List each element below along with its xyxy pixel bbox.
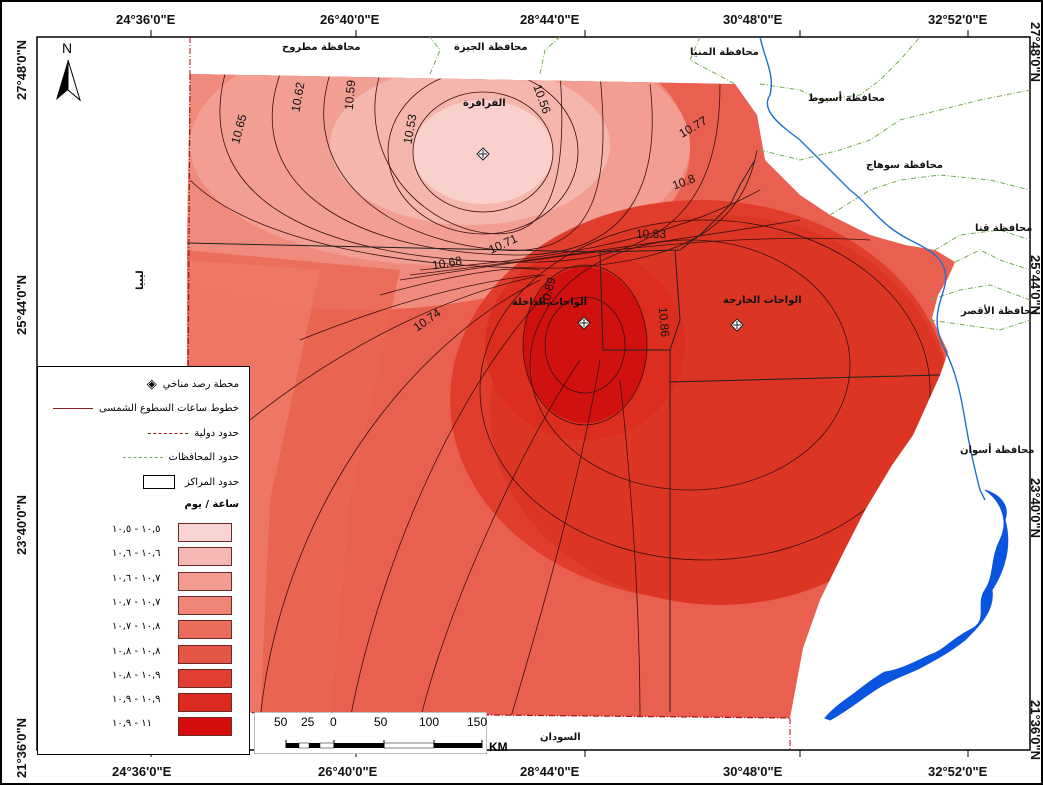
label-matrouh: محافظة مطروح bbox=[282, 42, 361, 53]
label-kharga: الواحات الخارجة bbox=[723, 295, 802, 306]
legend-class-label: ١٠,٧ - ١٠,٦ bbox=[112, 572, 161, 584]
legend-class-swatch bbox=[178, 571, 232, 591]
label-giza: محافظة الجيزة bbox=[454, 42, 528, 53]
legend-class-swatch bbox=[178, 547, 232, 567]
center-border-icon bbox=[139, 474, 179, 490]
legend-class-swatch bbox=[178, 620, 232, 640]
label-assiut: محافظة أسيوط bbox=[808, 93, 885, 104]
top-coord-3: 28°44'0"E bbox=[520, 12, 580, 27]
intl-border-icon bbox=[148, 425, 189, 441]
governorate-borders bbox=[429, 36, 1031, 331]
label-luxor: محافظة الأقصر bbox=[961, 306, 1038, 317]
legend-class-label: ١٠,٨ - ١٠,٨ bbox=[112, 645, 161, 657]
legend-class-label: ١٠,٩ - ١٠,٨ bbox=[112, 669, 161, 681]
label-aswan: محافظة أسوان bbox=[960, 445, 1035, 456]
legend-class-swatch bbox=[178, 693, 232, 713]
gov-border-icon bbox=[122, 449, 163, 465]
north-label: N bbox=[62, 40, 73, 56]
nile-river bbox=[759, 36, 986, 501]
label-farafra: الفرافرة bbox=[463, 98, 506, 109]
scale-tick-1: 50 bbox=[274, 715, 288, 729]
legend-class-swatch bbox=[178, 717, 232, 737]
legend-station-label: محطة رصد مناخي bbox=[162, 379, 239, 390]
left-coord-4: 21°36'0"N bbox=[14, 718, 29, 778]
isolines bbox=[189, 74, 931, 718]
legend-class-swatch bbox=[178, 523, 232, 542]
scale-unit-label: KM bbox=[489, 740, 508, 754]
legend-class-label: ١٠,٩ - ١٠,٩ bbox=[112, 694, 161, 706]
legend-sunshine-row: خطوط ساعات السطوع الشمسى bbox=[52, 400, 239, 416]
scale-tick-4: 50 bbox=[374, 715, 388, 729]
station-marker-icon: ◈ bbox=[146, 377, 157, 392]
legend-station-row: محطة رصد مناخي ◈ bbox=[147, 377, 239, 392]
legend-center-label: حدود المراكز bbox=[184, 476, 239, 488]
legend-class-label: ١٠,٧ - ١٠,٧ bbox=[112, 596, 161, 608]
bottom-coord-1: 24°36'0"E bbox=[112, 764, 172, 779]
label-minya: محافظة المنيا bbox=[690, 47, 759, 58]
top-coord-2: 26°40'0"E bbox=[320, 12, 380, 27]
legend-center-row: حدود المراكز bbox=[139, 474, 239, 490]
label-sudan: السودان bbox=[540, 732, 581, 743]
iso-label-1086: 10.86 bbox=[655, 306, 673, 338]
sunshine-line-icon bbox=[52, 400, 93, 416]
center-borders bbox=[186, 159, 941, 712]
bottom-coord-3: 28°44'0"E bbox=[520, 764, 580, 779]
lake-nasser bbox=[824, 489, 1009, 721]
top-coord-1: 24°36'0"E bbox=[116, 12, 176, 27]
legend-unit: ساعة / يوم bbox=[184, 499, 239, 510]
scale-tick-3: 0 bbox=[330, 715, 337, 729]
station-marker-icon bbox=[476, 147, 744, 332]
right-coord-1: 27°48'0"N bbox=[1028, 22, 1043, 82]
label-sohag: محافظة سوهاج bbox=[866, 160, 943, 171]
scale-tick-2: 25 bbox=[301, 715, 315, 729]
legend-class-swatch bbox=[178, 668, 232, 688]
left-coord-2: 25°44'0"N bbox=[14, 275, 29, 335]
legend-class-swatch bbox=[178, 644, 232, 664]
label-libya: ليبيا bbox=[135, 270, 146, 290]
iso-label-1083: 10.83 bbox=[636, 227, 667, 241]
bottom-coord-5: 32°52'0"E bbox=[928, 764, 988, 779]
label-qena: محافظة قنا bbox=[975, 223, 1033, 234]
legend-class-swatch bbox=[178, 595, 232, 615]
top-coord-5: 32°52'0"E bbox=[928, 12, 988, 27]
scale-bar: 50 25 0 50 100 150 KM bbox=[253, 711, 488, 755]
legend-class-label: ١١ - ١٠,٩ bbox=[112, 718, 153, 730]
right-coord-3: 23°40'0"N bbox=[1028, 478, 1043, 538]
legend-sunshine-label: خطوط ساعات السطوع الشمسى bbox=[98, 402, 239, 414]
right-coord-4: 21°36'0"N bbox=[1028, 700, 1043, 760]
legend-class-label: ١٠,٥ - ١٠,٥ bbox=[112, 524, 161, 535]
left-coord-3: 23°40'0"N bbox=[14, 495, 29, 555]
legend-intl-row: حدود دولية bbox=[148, 425, 239, 441]
legend-class-label: ١٠,٨ - ١٠,٧ bbox=[112, 621, 161, 633]
bottom-coord-2: 26°40'0"E bbox=[318, 764, 378, 779]
legend-intl-label: حدود دولية bbox=[194, 427, 239, 439]
bottom-coord-4: 30°48'0"E bbox=[723, 764, 783, 779]
scale-tick-6: 150 bbox=[467, 715, 488, 729]
left-coord-1: 27°48'0"N bbox=[14, 40, 29, 100]
legend-gov-label: حدود المحافظات bbox=[168, 451, 239, 463]
north-arrow-icon bbox=[56, 59, 81, 102]
iso-label-1059: 10.59 bbox=[341, 79, 359, 111]
label-dakhla: الواحات الداخلة bbox=[512, 297, 588, 308]
scale-tick-5: 100 bbox=[419, 715, 440, 729]
legend-class-label: ١٠,٦ - ١٠,٦ bbox=[112, 548, 161, 560]
top-coord-4: 30°48'0"E bbox=[723, 12, 783, 27]
legend-gov-row: حدود المحافظات bbox=[122, 449, 239, 465]
